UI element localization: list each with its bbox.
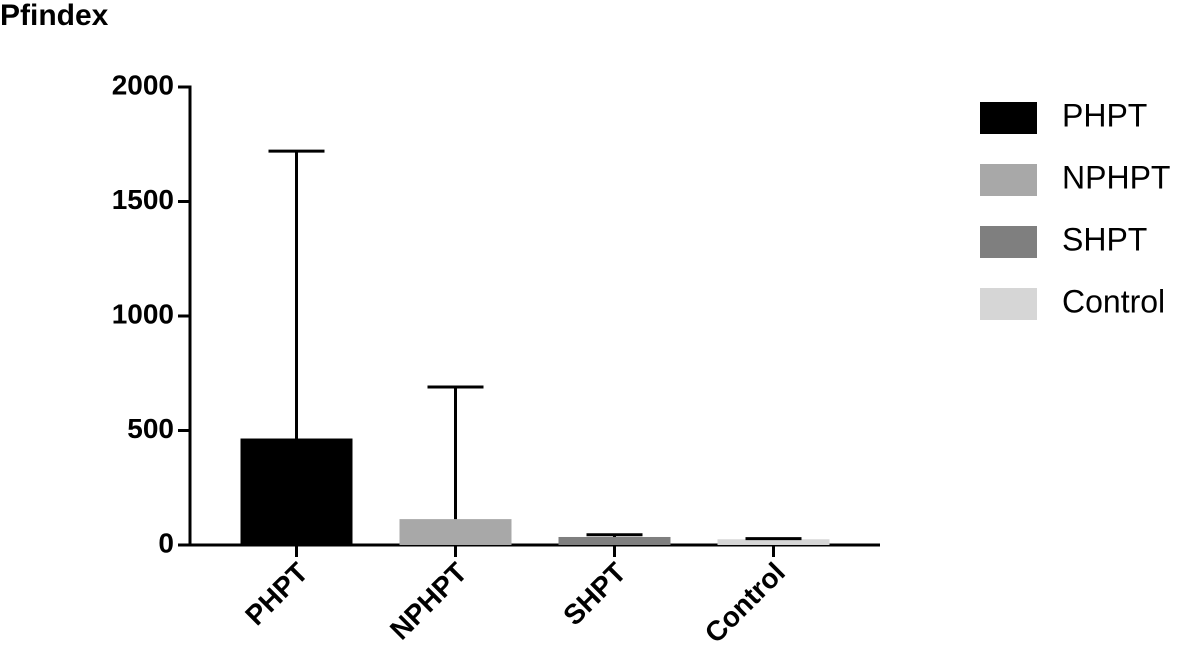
bar: [399, 519, 512, 545]
legend-label: PHPT: [1062, 97, 1147, 133]
y-tick-label: 2000: [112, 69, 174, 100]
legend-swatch: [980, 102, 1037, 134]
legend-label: Control: [1062, 283, 1165, 319]
error-bar: [745, 537, 802, 541]
bar: [558, 536, 671, 545]
legend-label: SHPT: [1062, 221, 1147, 257]
error-bar: [268, 149, 325, 439]
legend-swatch: [980, 288, 1037, 320]
legend-label: NPHPT: [1062, 159, 1170, 195]
x-tick-label: Control: [699, 557, 791, 649]
x-tick-label: SHPT: [557, 557, 632, 632]
legend-swatch: [980, 226, 1037, 258]
x-tick-label: PHPT: [239, 557, 314, 632]
error-bar: [427, 385, 484, 520]
legend-swatch: [980, 164, 1037, 196]
x-tick-label: NPHPT: [384, 557, 473, 646]
y-tick-label: 500: [127, 413, 174, 444]
y-tick-label: 1000: [112, 298, 174, 329]
chart-title: Pfindex: [0, 0, 109, 32]
y-tick-label: 1500: [112, 184, 174, 215]
error-bar: [586, 533, 643, 537]
y-tick-label: 0: [158, 527, 174, 558]
bar: [717, 539, 830, 545]
bar: [240, 438, 353, 545]
